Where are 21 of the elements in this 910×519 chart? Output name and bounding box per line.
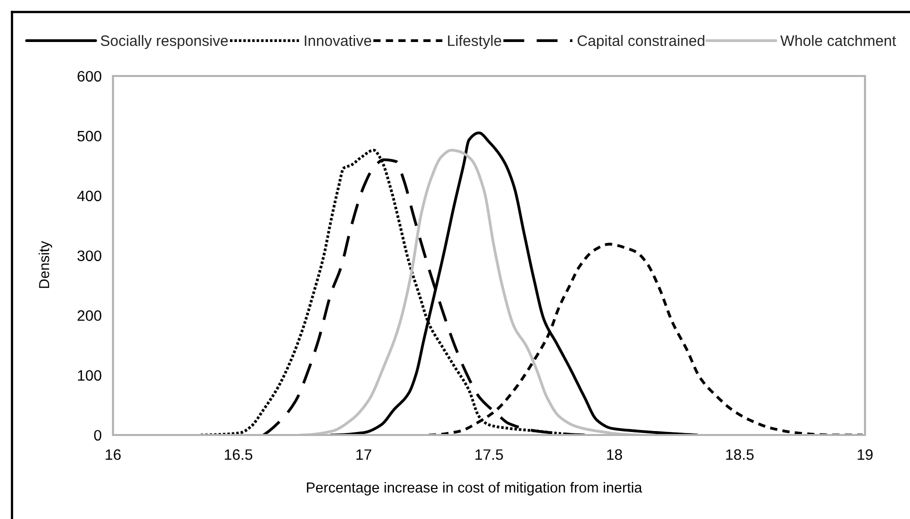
legend-label: Socially responsive [100,35,228,49]
x-tick-label: 18.5 [726,449,754,460]
legend-label: Whole catchment [780,35,896,46]
legend-label: Lifestyle [448,35,502,49]
x-tick-label: 17 [356,449,372,460]
legend-label: Innovative [304,35,372,46]
x-axis-title: Percentage increase in cost of mitigation from inertia [306,482,642,496]
x-tick-label: 16.5 [224,449,252,460]
x-tick-label: 17.5 [476,449,503,460]
y-tick-label: 500 [77,130,102,142]
y-tick-label: 100 [78,370,102,381]
x-tick-label: 16 [106,449,121,460]
y-tick-label: 600 [78,70,102,82]
y-tick-label: 0 [94,430,102,441]
y-tick-label: 300 [77,250,102,262]
x-tick-label: 19 [858,449,873,460]
legend-label: Capital constrained [578,35,704,49]
y-tick-label: 200 [78,310,102,321]
x-tick-label: 18 [607,449,622,460]
y-tick-label: 400 [77,190,102,202]
y-axis-title: Density [38,240,52,288]
